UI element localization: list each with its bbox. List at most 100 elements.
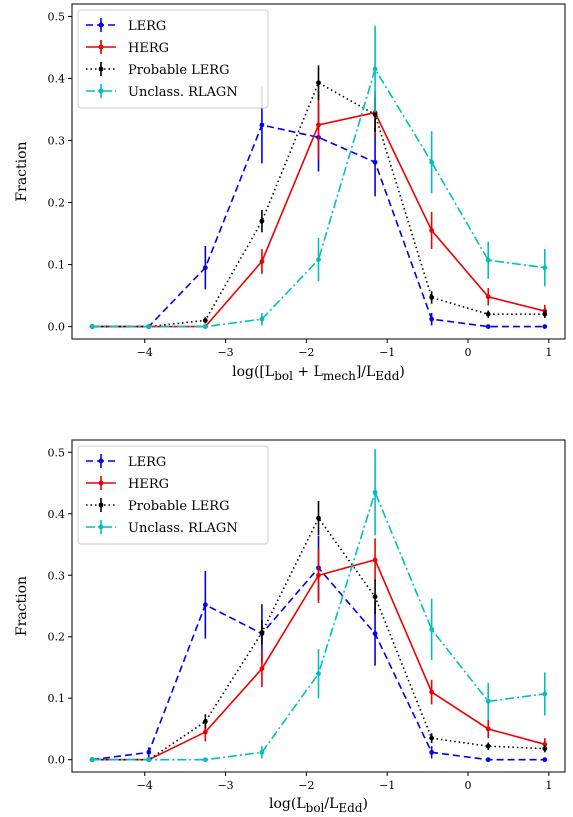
data-point [542,746,548,752]
data-point [259,218,265,224]
x-tick-label: 0 [465,346,472,359]
data-point [542,311,548,317]
data-point [429,749,435,755]
data-point [429,735,435,741]
x-label-subscript: mech [323,369,356,383]
legend-label: LERG [128,455,166,470]
data-point [542,691,548,697]
data-point [202,265,208,271]
data-point [542,265,548,271]
plot-frame [71,3,566,340]
x-tick-label: −2 [298,779,314,792]
legend-marker [98,502,104,508]
y-tick-label: 0.3 [48,569,66,582]
data-point [202,729,208,735]
x-label-text: + L [293,364,323,380]
data-point [485,757,491,763]
data-point [372,489,378,495]
x-tick-label: 1 [545,779,552,792]
data-point [485,324,491,329]
legend-label: LERG [128,19,166,34]
x-axis-label: log([Lbol + Lmech]/LEdd) [232,364,405,383]
data-point [542,741,548,747]
data-point [372,631,378,637]
legend-box [77,445,269,545]
data-point [259,666,265,672]
x-tick-label: −3 [217,779,233,792]
data-point [372,159,378,165]
legend-marker [98,44,104,50]
data-point [429,228,435,233]
data-point [316,671,321,677]
legend-marker [98,22,104,28]
x-tick-label: −4 [137,779,153,792]
data-point [372,594,378,600]
data-point [485,311,491,317]
x-tick-label: 0 [465,779,472,792]
y-tick-label: 0.0 [48,754,66,767]
series-line [92,67,545,328]
data-point [429,159,435,165]
data-point [316,80,321,86]
data-point [485,726,491,732]
x-tick-label: −1 [379,346,395,359]
legend-marker [98,66,104,72]
series-unclass-rlagn [89,25,548,329]
chart-panel-1: 0.0 0.1 0.2 0.3 0.4 0.5 −4 −3 −2 −1 0 1 Fraction log(… [14,3,566,383]
x-label-text: log([L [232,364,274,380]
x-tick-label: −3 [217,346,233,359]
legend-label: HERG [128,477,169,492]
y-tick-label: 0.1 [48,259,66,272]
x-label-subscript: bol [306,801,325,815]
data-point [485,257,491,263]
y-axis-label: Fraction [14,141,30,201]
legend-label: Unclass. RLAGN [128,521,238,536]
x-tick-label: −4 [137,346,153,359]
data-point [485,743,491,749]
data-point [542,757,548,763]
data-point [429,689,435,695]
y-tick-label: 0.4 [48,508,66,521]
x-tick-label: 1 [545,346,552,359]
legend-label: Unclass. RLAGN [128,85,238,100]
x-label-subscript: Edd [375,369,399,383]
y-tick-label: 0.5 [48,446,66,459]
data-point [429,316,435,322]
data-point [202,757,208,763]
series-unclass-rlagn [89,449,548,763]
legend-marker [98,524,104,530]
data-point [146,757,152,763]
chart-panel-2: 0.0 0.1 0.2 0.3 0.4 0.5 −4 −3 −2 −1 0 1 Fraction log(… [14,439,566,815]
legend-label: HERG [128,41,169,56]
data-point [202,324,208,329]
data-point [259,122,265,128]
data-point [89,324,95,329]
data-point [202,719,208,724]
legend: LERG HERG Probable LERG Unclass. RLAGN [77,9,269,109]
data-point [316,572,321,578]
series-herg [89,90,548,329]
y-tick-label: 0.0 [48,321,66,334]
data-point [372,66,378,72]
x-axis-label: log(Lbol/LEdd) [269,796,368,815]
data-point [259,259,265,264]
x-tick-label: −1 [379,779,395,792]
data-point [202,317,208,323]
data-point [259,630,265,635]
plot-frame [71,439,566,773]
data-point [146,324,152,329]
y-tick-label: 0.1 [48,692,66,705]
x-label-text: /L [324,796,338,812]
y-tick-label: 0.2 [48,631,66,644]
x-label-subscript: Edd [338,801,362,815]
data-point [485,698,491,704]
data-point [542,324,548,329]
legend: LERG HERG Probable LERG Unclass. RLAGN [77,445,269,545]
data-point [429,295,435,300]
legend-label: Probable LERG [128,63,229,78]
legend-marker [98,458,104,464]
x-label-text: log(L [269,796,306,812]
series-line [92,124,545,328]
x-label-text: ]/L [356,364,375,380]
legend-marker [98,480,104,486]
